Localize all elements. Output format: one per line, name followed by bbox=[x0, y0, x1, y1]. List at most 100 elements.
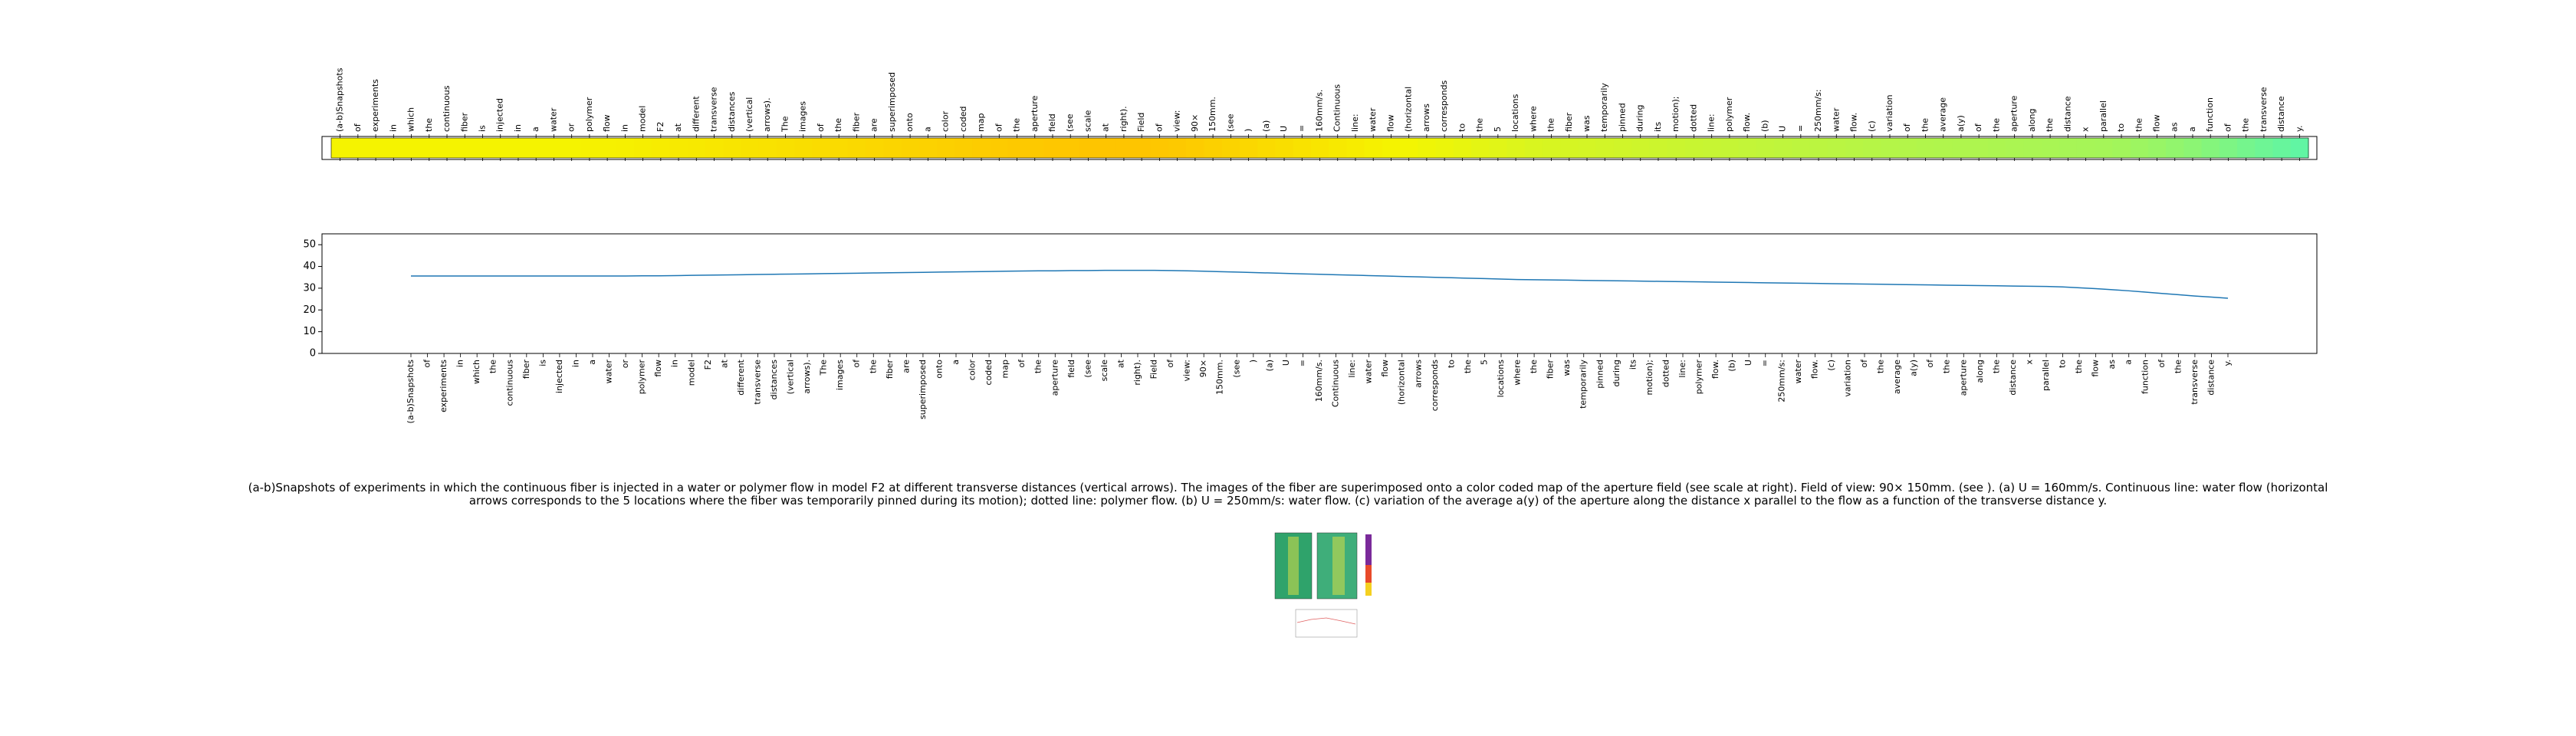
x-tick-label: water bbox=[1831, 107, 1841, 132]
x-tick-label: 90× bbox=[1190, 114, 1200, 132]
x-tick-label: coded bbox=[984, 360, 994, 386]
x-tick-label: fiber bbox=[521, 360, 531, 380]
x-tick-label: continuous bbox=[504, 360, 514, 406]
heat-cell bbox=[2166, 138, 2184, 158]
x-tick-label: (c) bbox=[1826, 360, 1836, 371]
x-tick-label: its bbox=[1628, 360, 1638, 370]
x-tick-label: in bbox=[570, 360, 580, 367]
heat-cell bbox=[1524, 138, 1543, 158]
x-tick-label: 250mm/s: bbox=[1776, 360, 1786, 402]
x-tick-label: (vertical bbox=[744, 97, 754, 132]
x-tick-label: 150mm. bbox=[1208, 97, 1217, 132]
y-tick-label: 20 bbox=[303, 304, 316, 316]
heat-cell bbox=[1560, 138, 1579, 158]
thumb-texture bbox=[1288, 537, 1299, 595]
x-tick-label: a(y) bbox=[1909, 360, 1919, 376]
heat-cell bbox=[1061, 138, 1080, 158]
x-tick-label: the bbox=[1546, 118, 1556, 132]
thumb-texture bbox=[1332, 537, 1345, 595]
heat-cell bbox=[972, 138, 991, 158]
x-tick-label: images bbox=[835, 360, 845, 390]
x-tick-label: coded bbox=[958, 106, 968, 132]
x-tick-label: 5 bbox=[1479, 360, 1489, 365]
heat-cell bbox=[1845, 138, 1864, 158]
heat-cell bbox=[2290, 138, 2309, 158]
heat-cell bbox=[1773, 138, 1792, 158]
heat-cell bbox=[830, 138, 849, 158]
x-tick-label: the bbox=[2045, 118, 2055, 132]
x-tick-label: 160mm/s. bbox=[1315, 90, 1325, 132]
x-tick-label: flow. bbox=[1809, 360, 1819, 379]
heat-cell bbox=[1043, 138, 1063, 158]
x-tick-label: was bbox=[1562, 360, 1572, 376]
x-tick-label: fiber bbox=[1546, 360, 1556, 380]
heat-cell bbox=[1097, 138, 1116, 158]
x-tick-label: = bbox=[1760, 360, 1770, 366]
x-tick-label: pinned bbox=[1595, 360, 1605, 389]
x-tick-label: which bbox=[472, 360, 481, 384]
heat-cell bbox=[527, 138, 546, 158]
x-tick-label: 5 bbox=[1493, 127, 1503, 132]
heat-cell bbox=[2112, 138, 2131, 158]
x-tick-label: water bbox=[1368, 107, 1378, 132]
x-tick-label: color bbox=[968, 360, 978, 381]
x-tick-label: the bbox=[1920, 118, 1930, 132]
x-tick-label: average bbox=[1938, 97, 1948, 132]
x-tick-label: in bbox=[455, 360, 465, 367]
heat-cell bbox=[2237, 138, 2256, 158]
x-tick-label: of bbox=[816, 123, 826, 132]
heat-cell bbox=[1649, 138, 1668, 158]
x-tick-label: distance bbox=[2276, 96, 2286, 132]
heat-cell bbox=[687, 138, 706, 158]
x-tick-label: onto bbox=[934, 360, 944, 379]
x-tick-label: as bbox=[2107, 360, 2117, 370]
heat-cell bbox=[2183, 138, 2203, 158]
x-tick-label: fiber bbox=[885, 360, 895, 380]
x-tick-label: a bbox=[951, 360, 961, 365]
heat-cell bbox=[1382, 138, 1401, 158]
x-tick-label: at bbox=[673, 123, 683, 132]
x-tick-label: of bbox=[1859, 359, 1869, 368]
x-tick-label: field bbox=[1066, 360, 1076, 378]
heat-cell bbox=[1684, 138, 1704, 158]
heat-cell bbox=[847, 138, 866, 158]
thumb-chart bbox=[1295, 609, 1358, 638]
heat-cell bbox=[2272, 138, 2292, 158]
x-tick-label: a bbox=[587, 360, 597, 365]
x-tick-label: to bbox=[1446, 360, 1456, 368]
heat-cell bbox=[1916, 138, 1935, 158]
x-tick-label: a bbox=[2187, 127, 2197, 132]
x-tick-label: (b) bbox=[1727, 360, 1737, 372]
x-tick-label: water bbox=[548, 107, 558, 132]
x-tick-label: line: bbox=[1677, 360, 1687, 378]
x-tick-label: parallel bbox=[2098, 100, 2108, 132]
x-tick-label: x bbox=[2081, 127, 2091, 132]
x-tick-label: experiments bbox=[439, 360, 449, 412]
x-tick-label: Field bbox=[1149, 360, 1159, 379]
heat-cell bbox=[1329, 138, 1347, 158]
heat-cell bbox=[1952, 138, 1971, 158]
heat-cell bbox=[918, 138, 938, 158]
heat-cell bbox=[652, 138, 670, 158]
heat-cell bbox=[473, 138, 492, 158]
x-tick-label: variation bbox=[1884, 94, 1894, 132]
x-tick-label: flow. bbox=[1849, 113, 1859, 132]
x-tick-label: of bbox=[1165, 359, 1175, 368]
x-tick-label: a bbox=[531, 127, 540, 132]
x-tick-label: of bbox=[353, 123, 363, 132]
x-tick-label: distance bbox=[2062, 96, 2072, 132]
heat-cell bbox=[2147, 138, 2167, 158]
x-tick-label: flow bbox=[653, 360, 663, 377]
x-tick-label: the bbox=[1463, 360, 1473, 373]
x-tick-label: (see bbox=[1231, 360, 1241, 378]
x-tick-label: = bbox=[1297, 360, 1307, 366]
x-tick-label: at bbox=[719, 359, 729, 368]
x-tick-label: the bbox=[1033, 360, 1043, 373]
x-tick-label: (horizontal bbox=[1397, 360, 1407, 405]
x-tick-label: a bbox=[2124, 360, 2134, 365]
x-tick-label: fiber bbox=[459, 112, 469, 132]
x-tick-label: of bbox=[994, 123, 1004, 132]
x-tick-label: (vertical bbox=[786, 360, 796, 394]
x-tick-label: flow bbox=[1385, 114, 1395, 132]
